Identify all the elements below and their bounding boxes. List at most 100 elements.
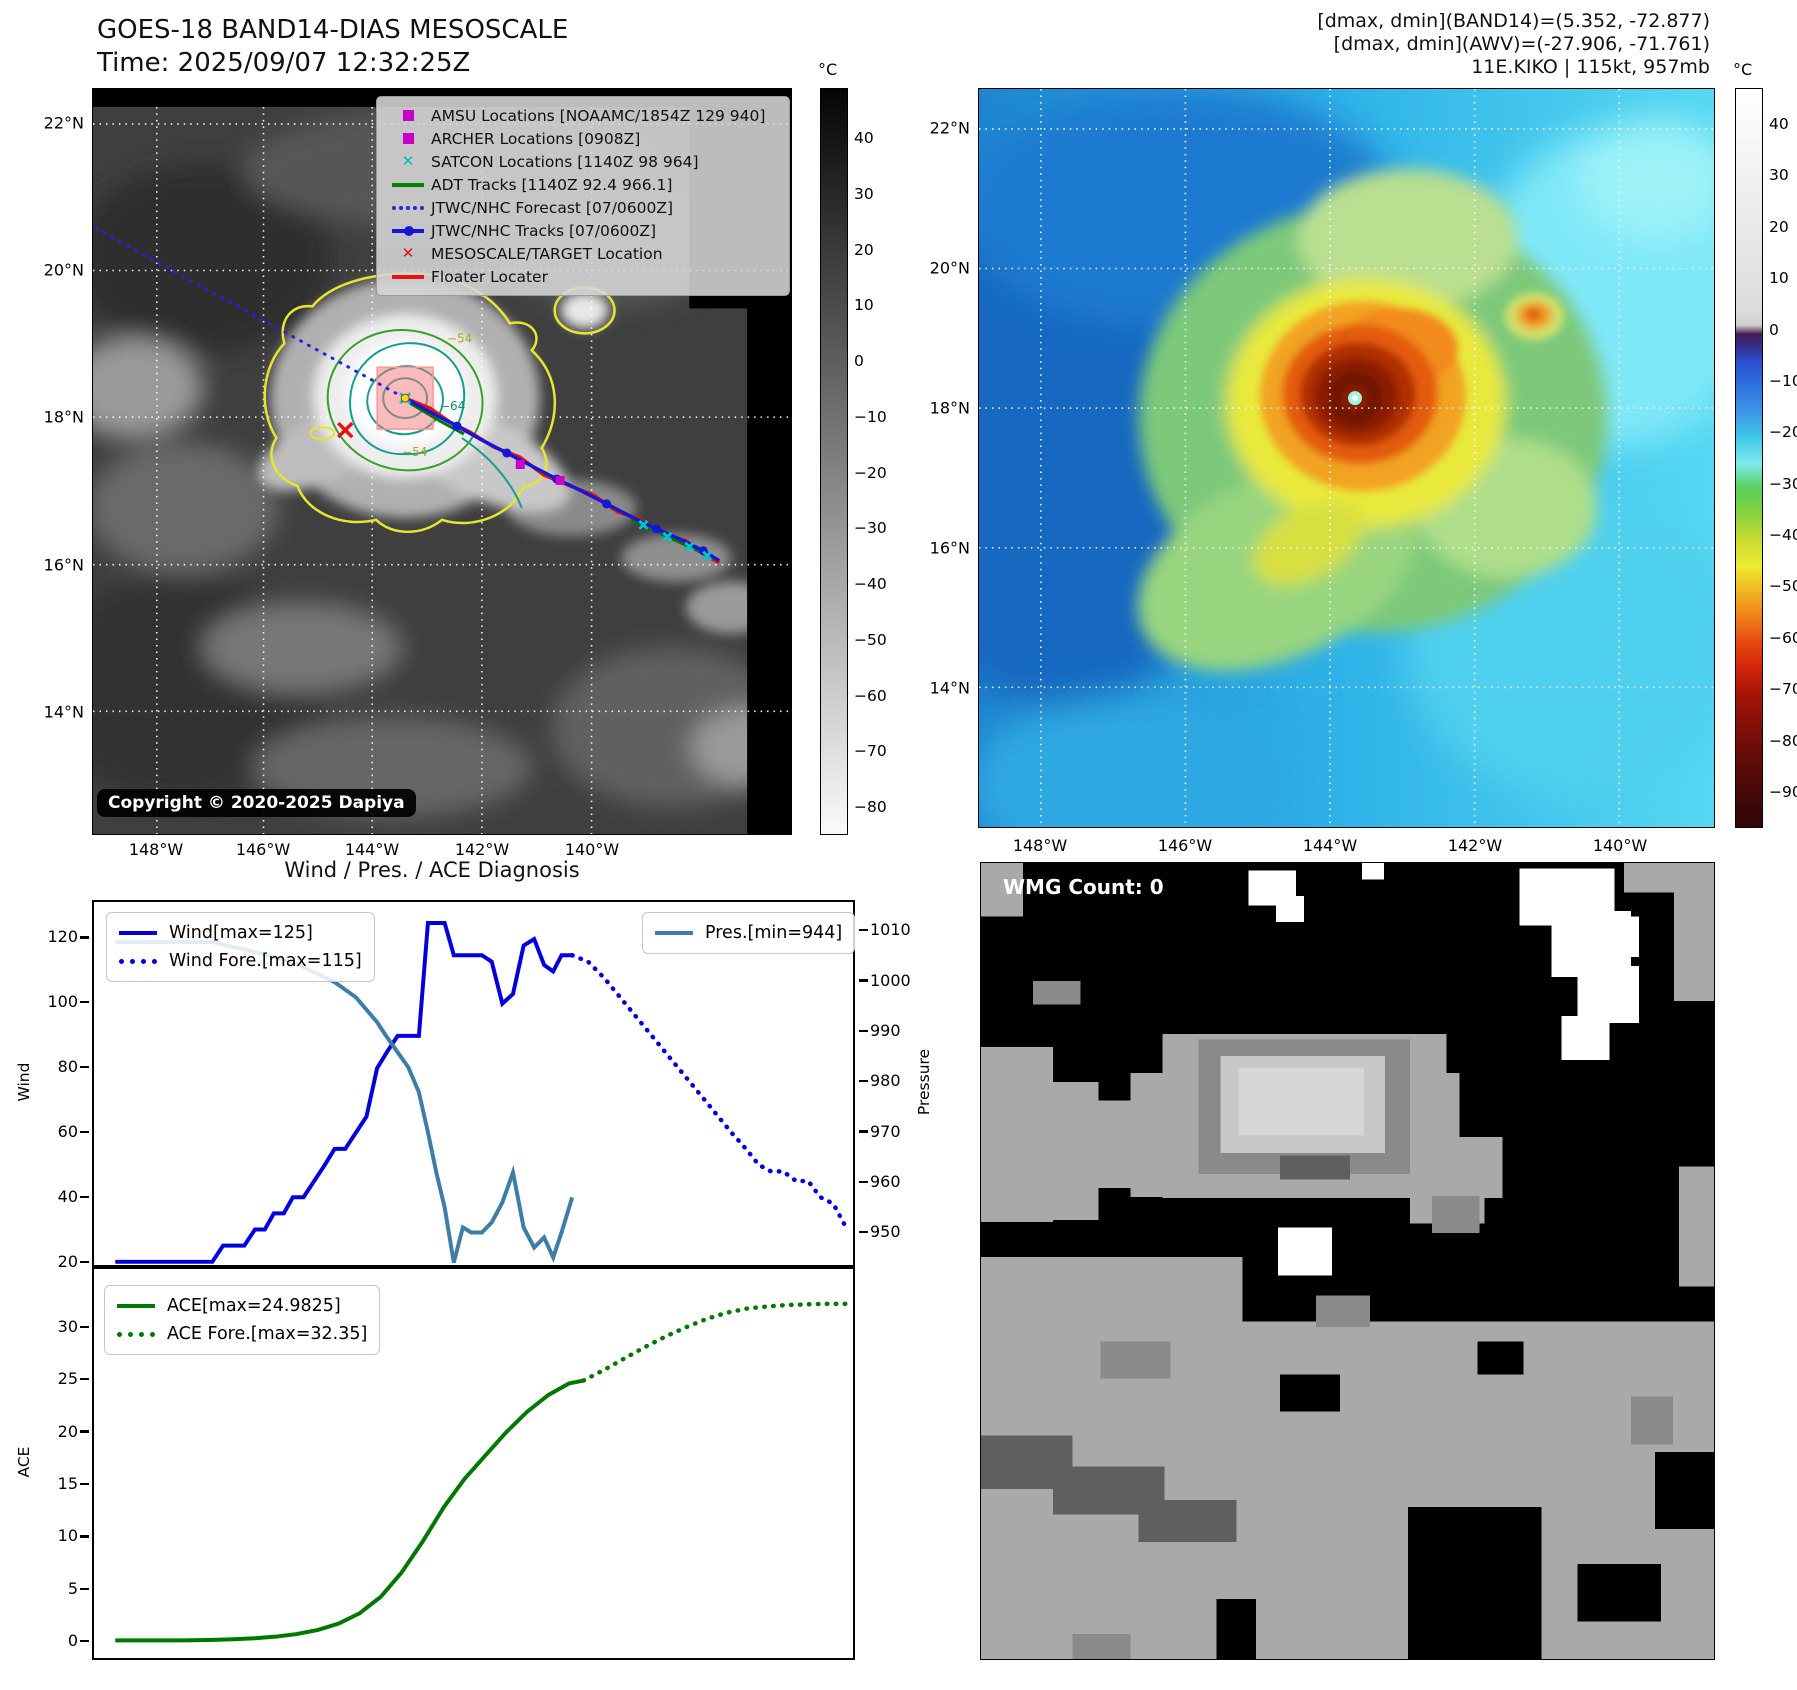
wind-y-axis: 120 100 80 60 40 20 <box>36 900 90 1269</box>
target-x-marker <box>337 421 354 439</box>
lon-tick-label: 142°W <box>454 840 510 859</box>
colorbar-tick-label: −50 <box>1769 577 1797 596</box>
color-ir-satellite-map <box>978 88 1715 828</box>
legend-item: ARCHER Locations [0908Z] <box>385 127 781 150</box>
timestamp: Time: 2025/09/07 12:32:25Z <box>97 48 471 78</box>
legend-row: Wind Fore.[max=115] <box>119 947 362 975</box>
lon-tick-label: 144°W <box>1302 836 1358 855</box>
pressure-axis-label: Pressure <box>915 1048 933 1116</box>
legend-item: ✕ MESOSCALE/TARGET Location <box>385 242 781 265</box>
wind-line-sample <box>119 931 157 935</box>
colorbar-tick-label: −70 <box>854 742 887 761</box>
ir-colorbar-ticks: 40 30 20 10 0 −10 −20 −30 −40 −50 −60 −70 −80 −90 <box>1767 88 1797 828</box>
legend-row: ACE[max=24.9825] <box>117 1292 367 1320</box>
chart-tick-label: 5 <box>67 1578 90 1598</box>
dmax-awv-line: [dmax, dmin](AWV)=(-27.906, -71.761) <box>1333 33 1710 55</box>
colorbar-unit-label: °C <box>1733 60 1753 79</box>
colorbar-tick-label: 40 <box>854 129 874 148</box>
wind-forecast-line-sample <box>119 958 157 964</box>
ace-chart: ACE[max=24.9825] ACE Fore.[max=32.35] <box>92 1267 855 1660</box>
wind-pressure-chart: Wind[max=125] Wind Fore.[max=115] Pres.[… <box>92 900 856 1267</box>
colorbar-tick-label: 30 <box>1769 166 1789 185</box>
colorbar-tick-label: −20 <box>854 463 887 482</box>
chart-tick-label: 970 <box>859 1121 901 1141</box>
lon-tick-label: 148°W <box>1012 836 1068 855</box>
grayscale-colorbar <box>820 88 848 835</box>
storm-id-line: 11E.KIKO | 115kt, 957mb <box>1471 56 1710 78</box>
chart-tick-label: 0 <box>67 1631 90 1651</box>
legend-row: Wind[max=125] <box>119 919 362 947</box>
contour-label: −54 <box>447 331 472 345</box>
legend-item-label: MESOSCALE/TARGET Location <box>431 244 663 263</box>
colorbar-tick-label: −90 <box>1769 783 1797 802</box>
ace-axis-label: ACE <box>15 1446 33 1478</box>
colorbar-tick-label: 20 <box>1769 217 1789 236</box>
ace-legend-label: ACE[max=24.9825] <box>167 1296 341 1316</box>
chart-tick-label: 1010 <box>859 920 911 940</box>
legend-item-label: SATCON Locations [1140Z 98 964] <box>431 152 699 171</box>
page-title: GOES-18 BAND14-DIAS MESOSCALE <box>97 15 569 45</box>
pressure-y-axis: 1010 1000 990 980 970 960 950 <box>859 900 914 1267</box>
wind-axis-label: Wind <box>15 1062 33 1102</box>
series-pres- <box>115 940 575 1264</box>
lon-tick-label: 142°W <box>1447 836 1503 855</box>
ace-forecast-line-sample <box>117 1331 155 1337</box>
diagnosis-chart-title: Wind / Pres. / ACE Diagnosis <box>284 858 580 882</box>
legend-item-label: AMSU Locations [NOAAMC/1854Z 129 940] <box>431 106 766 125</box>
colorbar-tick-label: −60 <box>854 686 887 705</box>
colorbar-tick-label: −30 <box>1769 474 1797 493</box>
lon-tick-label: 140°W <box>564 840 620 859</box>
chart-tick-label: 80 <box>57 1057 90 1077</box>
contour-label: −54 <box>402 445 427 459</box>
legend-item-label: JTWC/NHC Tracks [07/0600Z] <box>431 221 657 240</box>
ace-line-sample <box>117 1304 155 1308</box>
pressure-legend-label: Pres.[min=944] <box>705 923 843 943</box>
lat-tick-label: 20°N <box>929 258 970 278</box>
chart-tick-label: 950 <box>859 1222 901 1242</box>
square-icon <box>385 133 431 144</box>
ace-legend-box: ACE[max=24.9825] ACE Fore.[max=32.35] <box>104 1285 381 1355</box>
series-ace <box>115 1378 584 1643</box>
copyright-badge: Copyright © 2020-2025 Dapiya <box>97 789 416 817</box>
chart-tick-label: 20 <box>57 1421 90 1441</box>
legend-item: JTWC/NHC Tracks [07/0600Z] <box>385 219 781 242</box>
legend-item: AMSU Locations [NOAAMC/1854Z 129 940] <box>385 104 781 127</box>
legend-item-label: ADT Tracks [1140Z 92.4 966.1] <box>431 175 673 194</box>
colorbar-tick-label: 0 <box>854 352 864 371</box>
series-wind <box>115 920 573 1264</box>
chart-tick-label: 1000 <box>859 970 911 990</box>
lat-tick-label: 14°N <box>929 678 970 698</box>
lon-tick-label: 146°W <box>1157 836 1213 855</box>
lat-tick-label: 18°N <box>929 398 970 418</box>
right-map-lon-axis: 148°W 146°W 144°W 142°W 140°W <box>978 836 1715 856</box>
legend-item-label: Floater Locater <box>431 267 548 286</box>
colorbar-tick-label: −80 <box>854 798 887 817</box>
chart-tick-label: 980 <box>859 1071 901 1091</box>
x-icon: ✕ <box>401 152 415 170</box>
lat-tick-label: 22°N <box>929 118 970 138</box>
lat-tick-label: 14°N <box>43 702 84 722</box>
legend-item-label: ARCHER Locations [0908Z] <box>431 129 641 148</box>
lon-tick-label: 148°W <box>128 840 184 859</box>
colorbar-unit-label: °C <box>818 60 838 79</box>
ace-plot <box>115 1301 848 1643</box>
chart-tick-label: 10 <box>57 1526 90 1546</box>
lon-tick-label: 144°W <box>344 840 400 859</box>
chart-tick-label: 40 <box>57 1186 90 1206</box>
legend-row: ACE Fore.[max=32.35] <box>117 1320 367 1348</box>
chart-tick-label: 60 <box>57 1121 90 1141</box>
line-icon <box>385 274 431 279</box>
legend-item: ADT Tracks [1140Z 92.4 966.1] <box>385 173 781 196</box>
square-icon <box>385 110 431 121</box>
right-panel-info-block: [dmax, dmin](BAND14)=(5.352, -72.877) [d… <box>1317 10 1710 79</box>
legend-row: Pres.[min=944] <box>655 919 842 947</box>
chart-tick-label: 100 <box>47 992 89 1012</box>
wmg-count-label: WMG Count: 0 <box>1003 875 1164 899</box>
colorbar-tick-label: −40 <box>854 575 887 594</box>
grid-lines <box>93 106 791 834</box>
storm-center-marker <box>400 393 410 403</box>
legend-item: Floater Locater <box>385 265 781 288</box>
lat-tick-label: 22°N <box>43 113 84 133</box>
color-ir-image <box>979 89 1714 827</box>
right-map-lat-axis: 22°N 20°N 18°N 16°N 14°N <box>924 88 974 828</box>
